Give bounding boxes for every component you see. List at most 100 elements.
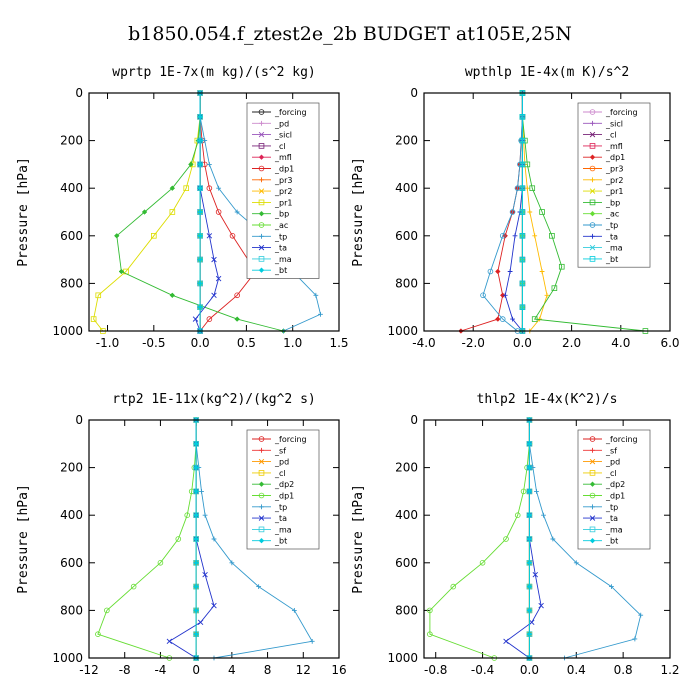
data-point bbox=[199, 489, 204, 494]
legend-marker bbox=[258, 143, 265, 149]
data-point bbox=[169, 209, 176, 215]
y-axis-label: Pressure [hPa] bbox=[16, 157, 31, 267]
legend-entry: _bt bbox=[252, 537, 287, 546]
legend-label: _cl bbox=[605, 131, 617, 140]
series-bt bbox=[519, 90, 526, 334]
legend-label: _ta bbox=[605, 232, 618, 241]
legend-marker bbox=[590, 447, 595, 453]
data-point bbox=[197, 137, 203, 144]
y-tick-label: 200 bbox=[60, 461, 83, 475]
y-tick-label: 0 bbox=[75, 86, 83, 100]
data-point bbox=[202, 512, 208, 518]
legend-entry: _cl bbox=[252, 142, 286, 151]
legend-marker bbox=[258, 165, 265, 172]
x-tick-label: 16 bbox=[331, 663, 346, 677]
data-point bbox=[234, 316, 240, 322]
data-point bbox=[309, 638, 315, 644]
legend-entry: _pd bbox=[583, 458, 620, 467]
data-point bbox=[193, 441, 199, 447]
legend-marker bbox=[589, 109, 596, 115]
series-ta bbox=[166, 417, 217, 661]
data-point bbox=[215, 275, 222, 282]
data-point bbox=[519, 232, 526, 239]
legend-marker bbox=[258, 188, 265, 194]
data-point bbox=[197, 161, 203, 168]
legend-entry: _pr1 bbox=[583, 187, 623, 196]
y-axis-label: Pressure [hPa] bbox=[351, 157, 366, 267]
legend-marker bbox=[589, 154, 596, 160]
data-point bbox=[197, 233, 203, 239]
data-point bbox=[197, 114, 203, 120]
data-point bbox=[193, 512, 199, 518]
y-axis-label: Pressure [hPa] bbox=[16, 484, 31, 594]
legend-entry: _ma bbox=[583, 525, 623, 534]
data-point bbox=[197, 304, 203, 310]
legend-entry: _tp bbox=[252, 232, 287, 241]
legend-box bbox=[577, 102, 651, 268]
data-point bbox=[206, 162, 212, 167]
series-line bbox=[521, 93, 646, 332]
legend-entry: _pr3 bbox=[583, 165, 623, 174]
data-point bbox=[499, 316, 506, 322]
y-tick-label: 600 bbox=[395, 229, 418, 243]
legend-label: _sf bbox=[605, 446, 617, 455]
chart-panel-2: wpthlp 1E-4x(m K)/s^2 Pressure [hPa] -4.0 -… bbox=[351, 65, 680, 350]
data-point bbox=[526, 536, 533, 542]
x-tick-label: -0.8 bbox=[424, 663, 447, 677]
x-tick-label: 4.0 bbox=[611, 336, 630, 350]
data-point bbox=[193, 464, 199, 471]
data-point bbox=[104, 607, 110, 614]
data-point bbox=[532, 571, 539, 578]
legend-entry: _ma bbox=[252, 525, 292, 534]
legend-entry: _ta bbox=[252, 244, 287, 253]
legend-label: _cl bbox=[274, 142, 286, 151]
data-point bbox=[503, 536, 509, 542]
legend-label: _tp bbox=[605, 503, 618, 512]
panel-title: wpthlp 1E-4x(m K)/s^2 bbox=[465, 65, 629, 80]
legend-entry: _dp2 bbox=[252, 480, 294, 489]
data-point bbox=[526, 441, 533, 447]
data-point bbox=[526, 631, 533, 637]
legend: _forcing _sicl _cl _mfl _dp1 _pr3 _pr2 _pr1 _bp _… bbox=[577, 102, 651, 268]
series-bt bbox=[197, 90, 203, 334]
panel-title: wprtp 1E-7x(m kg)/(s^2 kg) bbox=[112, 65, 316, 80]
data-point bbox=[519, 185, 526, 192]
data-point bbox=[519, 209, 526, 215]
x-tick-label: 1.2 bbox=[660, 663, 679, 677]
legend-label: _ac bbox=[274, 221, 288, 230]
legend-marker bbox=[589, 143, 596, 149]
legend-label: _tp bbox=[274, 503, 287, 512]
legend-marker bbox=[258, 267, 265, 273]
chart-panel-1: wprtp 1E-7x(m kg)/(s^2 kg) Pressure [hPa]… bbox=[16, 65, 349, 350]
legend-marker bbox=[258, 109, 265, 115]
legend-marker bbox=[589, 515, 596, 521]
data-point bbox=[211, 602, 217, 609]
y-tick-label: 200 bbox=[395, 134, 418, 148]
y-tick-label: 600 bbox=[60, 229, 83, 243]
legend-marker bbox=[259, 120, 264, 126]
data-point bbox=[427, 607, 433, 614]
legend-entry: _bt bbox=[252, 266, 287, 275]
legend-label: _sf bbox=[274, 446, 286, 455]
data-point bbox=[487, 268, 494, 275]
data-point bbox=[499, 233, 506, 239]
data-point bbox=[638, 612, 644, 618]
legend-label: _forcing bbox=[274, 435, 307, 444]
y-tick-label: 400 bbox=[60, 181, 83, 195]
x-tick-label: 0.0 bbox=[520, 663, 539, 677]
legend-entry: _cl bbox=[583, 131, 617, 140]
legend-label: _ma bbox=[605, 244, 623, 253]
data-point bbox=[193, 607, 199, 614]
data-point bbox=[573, 560, 579, 566]
data-point bbox=[534, 489, 539, 494]
x-tick-label: -4.0 bbox=[412, 336, 435, 350]
x-tick-label: 0.5 bbox=[237, 336, 256, 350]
x-tick-label: -12 bbox=[79, 663, 99, 677]
legend-label: _forcing bbox=[605, 435, 638, 444]
x-tick-label: -8 bbox=[119, 663, 131, 677]
series-line bbox=[97, 420, 197, 659]
legend-marker bbox=[590, 504, 595, 510]
data-point bbox=[118, 268, 125, 275]
legend-marker bbox=[258, 492, 265, 499]
